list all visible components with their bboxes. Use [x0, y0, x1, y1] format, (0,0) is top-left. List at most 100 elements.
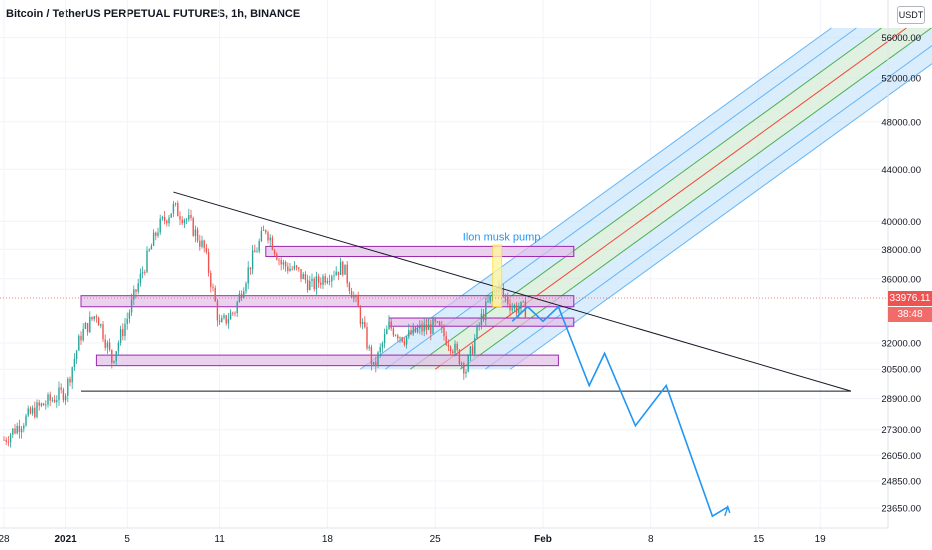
candle-body — [239, 294, 240, 302]
candle-body — [94, 316, 95, 319]
candle-body — [245, 283, 246, 291]
candle-body — [215, 288, 216, 301]
candle-body — [351, 291, 352, 298]
candle-body — [186, 219, 187, 220]
candle-body — [248, 267, 249, 283]
candle-body — [61, 388, 62, 390]
candle-body — [393, 328, 394, 335]
candle-body — [107, 343, 108, 348]
candle-body — [479, 325, 480, 326]
price-tick-label: 40000.00 — [881, 217, 921, 228]
candle-body — [459, 350, 460, 364]
candle-body — [72, 367, 73, 382]
price-tick-label: 32000.00 — [881, 339, 921, 350]
candle-body — [149, 249, 150, 250]
price-tick-label: 28900.00 — [881, 394, 921, 405]
candle-body — [252, 251, 253, 270]
time-tick-label: 8 — [648, 534, 654, 545]
candle-body — [410, 330, 411, 334]
candle-body — [437, 322, 438, 323]
candle-body — [23, 426, 24, 429]
pump-highlight — [493, 245, 502, 307]
candle-body — [8, 442, 9, 443]
candle-body — [157, 233, 158, 236]
price-tick-label: 27300.00 — [881, 425, 921, 436]
price-tick-label: 26050.00 — [881, 451, 921, 462]
candle-body — [503, 289, 504, 295]
candle-body — [307, 280, 308, 290]
candle-body — [298, 268, 299, 270]
candle-body — [259, 241, 260, 251]
candle-body — [439, 322, 440, 326]
candle-body — [58, 388, 59, 401]
candle-body — [338, 272, 339, 275]
candle-body — [19, 426, 20, 432]
candle-body — [265, 230, 266, 232]
candle-body — [98, 318, 99, 326]
last-price-tag: 33976.11 — [888, 291, 932, 306]
price-tick-label: 38000.00 — [881, 245, 921, 256]
candle-body — [120, 329, 121, 343]
candle-body — [179, 216, 180, 220]
candle-body — [448, 345, 449, 347]
candle-body — [441, 326, 442, 328]
sr-zone — [96, 355, 558, 366]
candle-body — [116, 351, 117, 361]
candle-body — [50, 394, 51, 400]
candle-body — [263, 230, 264, 231]
candle-body — [417, 329, 418, 333]
candle-body — [336, 272, 337, 276]
candle-body — [39, 402, 40, 405]
candle-body — [10, 435, 11, 443]
candle-body — [305, 274, 306, 280]
candle-body — [177, 203, 178, 216]
time-tick-label: 2021 — [54, 534, 77, 545]
candle-body — [47, 394, 48, 404]
candle-body — [65, 396, 66, 400]
candle-body — [331, 276, 332, 281]
candle-body — [470, 346, 471, 355]
candle-body — [21, 429, 22, 432]
candle-body — [17, 426, 18, 433]
candle-body — [254, 251, 255, 253]
candle-body — [518, 309, 519, 313]
candle-body — [243, 291, 244, 298]
candle-body — [509, 304, 510, 310]
candle-body — [311, 279, 312, 281]
candle-body — [168, 218, 169, 224]
candle-body — [6, 440, 7, 442]
candle-body — [472, 346, 473, 353]
candle-body — [155, 233, 156, 236]
candle-body — [419, 325, 420, 329]
candle-body — [67, 379, 68, 396]
candle-body — [452, 351, 453, 353]
price-tick-label: 23650.00 — [881, 504, 921, 515]
candle-body — [487, 301, 488, 302]
sr-zone — [266, 246, 574, 256]
candle-body — [221, 318, 222, 322]
candle-body — [129, 312, 130, 318]
time-tick-label: 18 — [322, 534, 334, 545]
candle-body — [41, 403, 42, 405]
candle-body — [36, 402, 37, 417]
candle-body — [69, 379, 70, 383]
candle-body — [371, 347, 372, 365]
candle-body — [217, 301, 218, 320]
candle-body — [14, 429, 15, 434]
grid — [0, 0, 888, 528]
candle-body — [199, 241, 200, 247]
candle-body — [201, 240, 202, 246]
candle-body — [457, 344, 458, 350]
candle-body — [520, 302, 521, 309]
time-tick-label: 15 — [753, 534, 765, 545]
candle-body — [325, 276, 326, 282]
candle-body — [78, 336, 79, 351]
candle-body — [83, 329, 84, 340]
candle-body — [184, 220, 185, 223]
candle-body — [408, 330, 409, 337]
candle-body — [52, 400, 53, 401]
candle-body — [342, 262, 343, 275]
candle-body — [327, 281, 328, 283]
candle-body — [267, 232, 268, 240]
